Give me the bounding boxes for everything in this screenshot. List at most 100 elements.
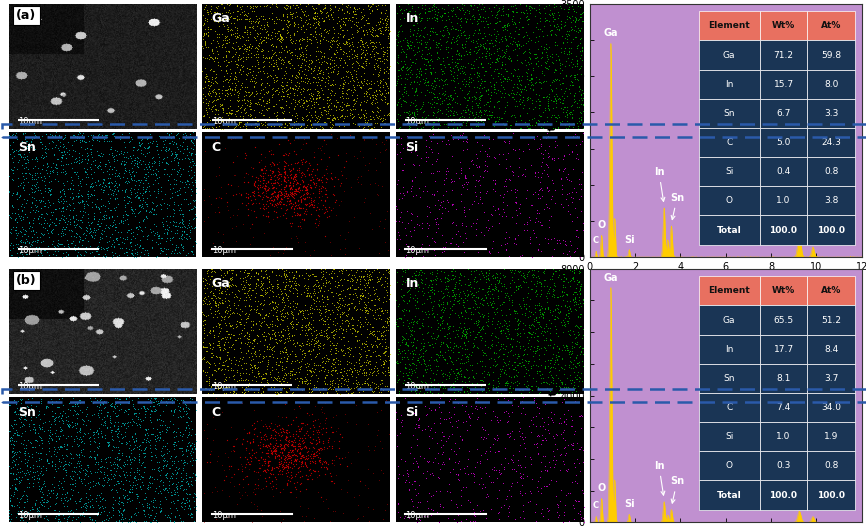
Point [197, 119, 210, 128]
Point [440, 319, 454, 328]
Point [471, 118, 485, 126]
Point [4, 434, 18, 442]
Point [451, 331, 465, 340]
Point [534, 84, 548, 93]
Point [340, 285, 354, 293]
Point [456, 205, 470, 214]
Point [456, 417, 470, 426]
Point [271, 90, 285, 98]
Point [78, 167, 92, 176]
Point [77, 475, 91, 483]
Point [379, 136, 393, 144]
Point [247, 6, 261, 15]
Point [532, 320, 546, 329]
Point [429, 80, 443, 89]
Point [113, 456, 126, 464]
Point [378, 8, 392, 17]
Point [271, 200, 285, 208]
Point [323, 284, 337, 292]
Point [263, 41, 277, 49]
Point [292, 199, 306, 208]
Point [501, 433, 515, 441]
Point [363, 326, 377, 335]
Point [98, 201, 112, 210]
Point [256, 439, 270, 448]
Point [570, 359, 584, 368]
Point [68, 132, 81, 140]
Point [276, 88, 290, 97]
Point [55, 451, 69, 460]
Point [309, 35, 323, 43]
Point [10, 190, 24, 198]
Point [198, 124, 212, 132]
Point [274, 379, 288, 388]
Point [570, 62, 584, 70]
Point [262, 14, 276, 22]
Point [261, 178, 275, 186]
Point [514, 87, 527, 96]
Point [475, 49, 489, 57]
Point [233, 294, 247, 302]
Point [125, 164, 139, 173]
Point [355, 63, 369, 72]
Point [449, 290, 462, 298]
Point [46, 398, 60, 407]
Point [107, 180, 121, 189]
Point [320, 300, 334, 309]
Point [557, 165, 571, 174]
Point [41, 456, 55, 464]
Point [309, 56, 323, 65]
Point [558, 44, 572, 52]
Point [401, 466, 415, 474]
Point [473, 357, 487, 366]
Point [32, 503, 46, 512]
Point [535, 221, 549, 229]
Point [227, 170, 241, 179]
Point [167, 445, 181, 453]
Point [281, 462, 294, 471]
Point [222, 366, 236, 375]
Point [418, 182, 432, 190]
Point [264, 175, 278, 183]
Point [275, 189, 289, 198]
Point [449, 3, 463, 11]
Point [286, 416, 300, 424]
Point [304, 320, 318, 328]
Point [143, 412, 157, 421]
Point [3, 228, 16, 236]
Point [215, 333, 229, 342]
Point [531, 487, 545, 495]
Point [314, 108, 328, 116]
Point [395, 416, 409, 424]
Point [455, 197, 469, 205]
Text: 3.3: 3.3 [824, 109, 838, 118]
Point [136, 416, 150, 424]
Point [210, 352, 223, 361]
Point [25, 393, 39, 402]
Point [211, 337, 225, 346]
Point [391, 110, 405, 119]
Point [467, 13, 481, 22]
Point [523, 312, 537, 320]
Point [111, 234, 125, 242]
Point [82, 221, 96, 229]
Point [430, 116, 444, 125]
Point [173, 141, 187, 149]
Point [236, 63, 249, 72]
Point [529, 398, 543, 407]
Point [235, 199, 249, 207]
Point [313, 67, 326, 75]
Point [391, 299, 405, 308]
Point [175, 178, 189, 186]
Point [528, 218, 542, 226]
Point [249, 279, 262, 288]
Point [555, 184, 569, 193]
Point [59, 248, 73, 257]
Point [269, 270, 283, 279]
Point [440, 26, 454, 34]
Point [408, 271, 422, 279]
Point [509, 219, 523, 228]
Point [78, 465, 92, 473]
Point [241, 338, 255, 347]
Point [286, 340, 300, 348]
